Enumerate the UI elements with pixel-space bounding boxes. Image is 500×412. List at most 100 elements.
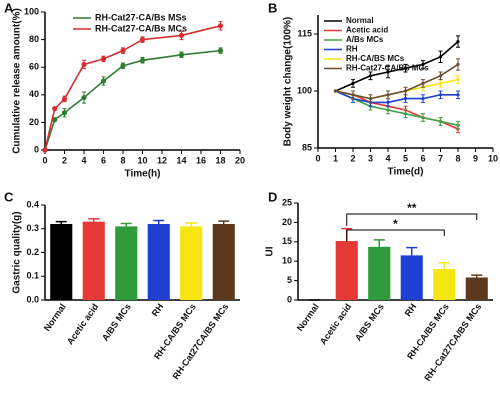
point (438, 55, 443, 59)
point (52, 117, 58, 123)
error-bar (120, 222, 132, 227)
point (421, 62, 425, 66)
x-tick-label: 8 (120, 155, 125, 165)
legend-label: RH-Cat27-CA/Bs MCs (95, 23, 187, 33)
point (120, 48, 126, 54)
y-tick-label: 10 (282, 256, 292, 266)
y-tick-label: 80 (29, 34, 39, 44)
x-tick-label: A/BS MCs (353, 302, 386, 343)
series-line (335, 90, 459, 130)
x-tick-label: 4 (81, 155, 86, 165)
point (403, 112, 408, 116)
point (52, 106, 58, 112)
panel-label: D (268, 189, 277, 204)
point (386, 70, 390, 74)
x-tick-label: 8 (455, 153, 460, 163)
y-tick-label: 100 (24, 6, 39, 16)
x-tick-label: 6 (101, 155, 106, 165)
error-bar (218, 220, 230, 224)
y-tick-label: 0.4 (26, 199, 39, 209)
point (333, 89, 338, 93)
y-axis-title: Cumulative release amount(%) (12, 8, 23, 154)
series-line (44, 25, 221, 151)
x-tick-label: 10 (137, 155, 147, 165)
legend-label: Acetic acid (346, 26, 388, 35)
significance-label: ** (407, 201, 417, 215)
x-tick-label: 12 (157, 155, 167, 165)
bar (115, 226, 138, 300)
point (421, 97, 425, 101)
point (438, 119, 443, 123)
series-line (335, 90, 458, 104)
point (456, 93, 460, 97)
point (403, 66, 408, 70)
x-tick-label: 7 (438, 153, 443, 163)
point (456, 78, 460, 82)
x-tick-label: 1 (333, 153, 338, 163)
series-line (335, 40, 459, 92)
point (386, 100, 390, 104)
point (438, 93, 443, 97)
bar (465, 277, 488, 300)
x-tick-label: 16 (196, 155, 206, 165)
y-tick-label: 60 (29, 62, 39, 72)
point (351, 81, 355, 85)
bar (147, 224, 170, 300)
error-bar (88, 218, 100, 222)
point (139, 37, 146, 43)
bar (335, 241, 358, 300)
point (178, 52, 185, 58)
point (456, 123, 460, 127)
y-tick-label: 15 (282, 236, 292, 246)
point (403, 89, 408, 93)
x-tick-label: 9 (473, 153, 478, 163)
x-axis-title: Time(h) (125, 169, 161, 180)
point (120, 63, 126, 69)
y-tick-label: 0 (287, 294, 292, 304)
x-tick-label: A/BS MCs (100, 302, 133, 343)
point (438, 74, 443, 78)
y-tick-label: 0.2 (26, 247, 39, 257)
point (100, 78, 107, 84)
x-tick-label: 14 (176, 155, 186, 165)
bar (433, 268, 456, 300)
series-line (335, 63, 459, 100)
x-tick-label: 20 (235, 155, 245, 165)
y-tick-label: 85 (302, 142, 312, 152)
y-tick-label: 115 (297, 28, 312, 38)
x-tick-label: 6 (420, 153, 425, 163)
x-tick-label: RH-Cat27CA/BS MCs (171, 302, 231, 381)
point (61, 96, 68, 102)
point (81, 94, 87, 101)
x-tick-label: RH (403, 302, 419, 318)
y-axis-title: Body weight change(100%) (283, 17, 294, 146)
y-tick-label: 25 (282, 197, 292, 207)
legend-label: RH-Cat27-CA/Bs MSs (95, 12, 187, 22)
x-tick-label: 5 (403, 153, 408, 163)
panel-label: B (268, 0, 277, 15)
error-bar (438, 262, 450, 269)
point (421, 116, 425, 120)
point (42, 147, 48, 153)
point (351, 93, 355, 97)
legend-label: RH-Cat27-CA/BS MCs (346, 64, 429, 73)
legend-label: Normal (346, 16, 374, 25)
x-tick-label: Normal (295, 302, 321, 333)
point (438, 81, 443, 85)
significance-bracket (346, 229, 445, 242)
point (81, 61, 87, 68)
point (421, 81, 425, 85)
error-bar (471, 274, 483, 278)
series-line (44, 49, 221, 151)
y-tick-label: 0.1 (26, 271, 39, 281)
point (139, 57, 146, 63)
point (100, 56, 107, 62)
y-tick-label: 0.3 (26, 223, 39, 233)
y-tick-label: 40 (29, 89, 39, 99)
y-tick-label: 0 (34, 144, 39, 154)
point (368, 97, 373, 101)
y-tick-label: 5 (287, 275, 292, 285)
point (386, 93, 390, 97)
point (217, 23, 224, 29)
